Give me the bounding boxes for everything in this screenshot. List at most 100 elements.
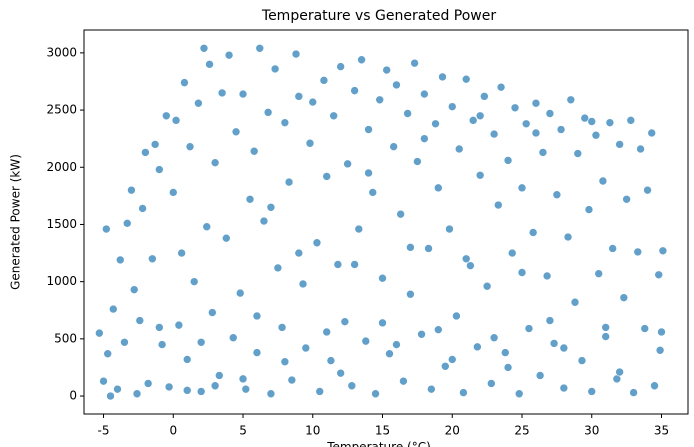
point <box>420 134 429 143</box>
point <box>591 130 601 140</box>
point <box>215 371 224 380</box>
point <box>406 289 415 299</box>
x-tick-label: 15 <box>375 424 390 438</box>
point <box>194 98 203 108</box>
point <box>482 281 492 291</box>
x-tick-label: 5 <box>239 424 247 438</box>
point <box>468 116 478 125</box>
point <box>301 343 311 353</box>
point <box>466 261 475 270</box>
point <box>647 128 657 138</box>
point <box>420 89 429 99</box>
point <box>445 224 454 234</box>
point <box>542 271 552 281</box>
point <box>122 219 132 228</box>
point <box>208 308 217 317</box>
point <box>496 82 506 92</box>
point <box>427 384 436 394</box>
point <box>643 185 652 195</box>
point <box>650 381 659 391</box>
point <box>629 388 638 397</box>
point <box>503 363 513 372</box>
point <box>150 140 160 149</box>
point <box>566 95 576 105</box>
point <box>440 362 450 371</box>
point <box>556 125 566 134</box>
point <box>552 190 562 200</box>
point <box>340 317 350 326</box>
point <box>135 316 145 325</box>
point <box>447 102 457 111</box>
point <box>171 116 181 125</box>
point <box>157 340 167 349</box>
point <box>473 342 482 352</box>
point <box>115 255 125 265</box>
point <box>336 62 345 71</box>
point <box>196 387 206 396</box>
point <box>559 383 569 393</box>
x-tick-label: -5 <box>98 424 110 438</box>
point <box>185 142 195 151</box>
point <box>202 222 212 232</box>
point <box>563 232 573 242</box>
point <box>249 146 259 156</box>
point <box>263 108 273 117</box>
point <box>196 337 206 347</box>
point <box>273 263 283 273</box>
point <box>177 248 186 258</box>
point <box>99 376 108 386</box>
point <box>406 243 415 252</box>
point <box>189 277 199 286</box>
point <box>392 80 401 90</box>
point <box>461 254 471 264</box>
point <box>231 127 241 137</box>
point <box>333 260 343 269</box>
point <box>252 348 262 357</box>
point <box>559 343 569 353</box>
point <box>658 246 668 256</box>
point <box>545 109 555 118</box>
plot-frame <box>83 29 689 415</box>
point <box>577 356 587 365</box>
point <box>654 270 664 280</box>
x-tick-label: 0 <box>169 424 177 438</box>
point <box>493 200 503 210</box>
point <box>535 371 545 380</box>
point <box>573 149 583 158</box>
x-tick-label: 35 <box>654 424 669 438</box>
point <box>657 327 666 337</box>
point <box>626 116 636 125</box>
point <box>141 148 150 157</box>
point <box>266 389 276 399</box>
point <box>294 92 304 101</box>
x-tick-label: 10 <box>305 424 320 438</box>
point <box>580 113 590 123</box>
point <box>378 273 387 283</box>
point <box>138 204 147 213</box>
point <box>350 260 359 269</box>
point <box>447 355 457 364</box>
point <box>120 337 129 347</box>
point <box>475 170 485 180</box>
point <box>619 293 629 302</box>
point <box>106 391 115 401</box>
point <box>521 119 531 129</box>
point <box>545 316 555 325</box>
point <box>291 49 301 59</box>
point <box>396 209 405 219</box>
point <box>132 389 142 399</box>
point <box>601 332 610 341</box>
point <box>489 129 499 139</box>
y-tick-label: 0 <box>69 389 77 403</box>
point <box>168 188 178 197</box>
point <box>459 388 468 397</box>
point <box>487 379 496 388</box>
point <box>298 279 308 289</box>
y-tick-label: 3000 <box>46 45 77 59</box>
point <box>245 194 255 204</box>
point <box>378 318 387 328</box>
point <box>528 228 538 237</box>
point <box>148 254 157 264</box>
